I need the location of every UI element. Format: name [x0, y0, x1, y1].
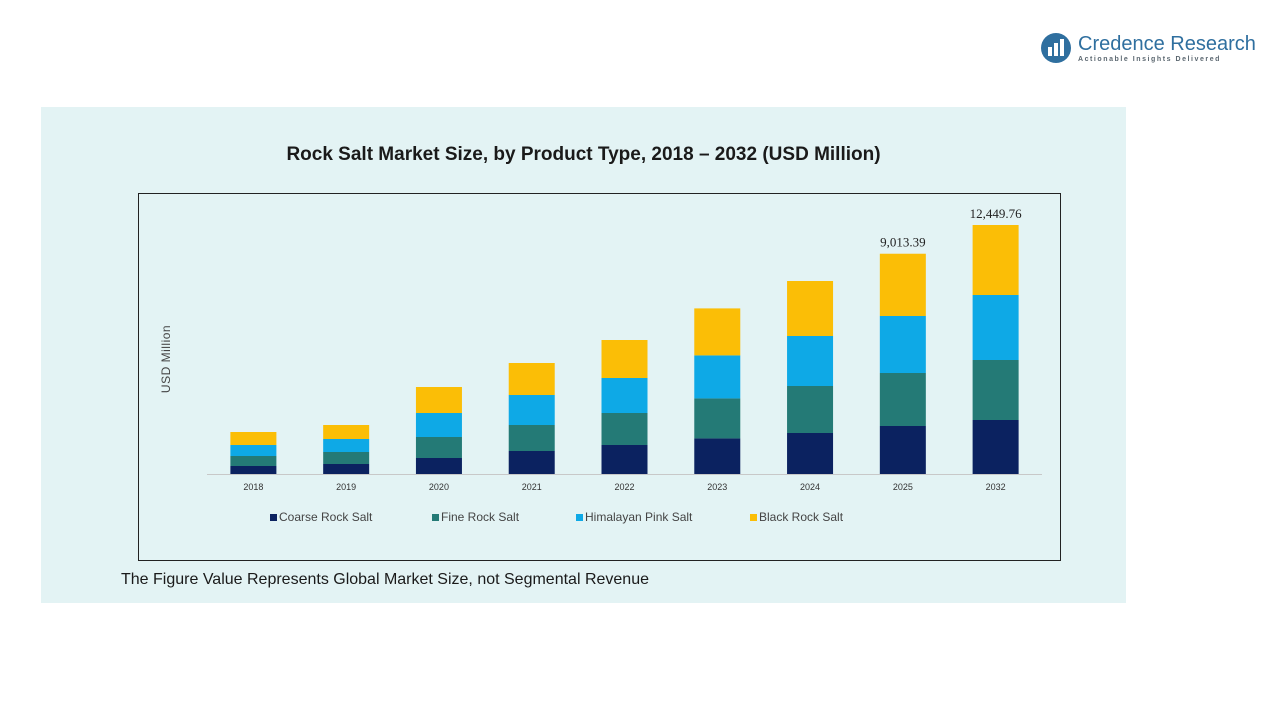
bar-segment-black-2019 — [323, 425, 370, 439]
bar-segment-himalayan-2025 — [879, 316, 926, 373]
bar-segment-himalayan-2021 — [508, 395, 555, 425]
legend-label-black: Black Rock Salt — [759, 510, 844, 524]
bar-segment-himalayan-2020 — [415, 413, 462, 437]
brand-logo-icon — [1041, 33, 1071, 63]
bar-segment-coarse-2023 — [694, 438, 741, 474]
x-tick-label: 2021 — [522, 482, 542, 492]
bar-segment-fine-2024 — [787, 386, 834, 433]
legend-swatch-black — [750, 514, 757, 521]
bar-segment-black-2024 — [787, 281, 834, 336]
x-tick-label: 2019 — [336, 482, 356, 492]
chart-panel — [41, 107, 1126, 603]
legend-label-himalayan: Himalayan Pink Salt — [585, 510, 693, 524]
x-tick-label: 2018 — [243, 482, 263, 492]
bar-segment-black-2022 — [601, 340, 648, 378]
bar-segment-black-2023 — [694, 308, 741, 356]
footnote: The Figure Value Represents Global Marke… — [121, 571, 649, 588]
bar-segment-coarse-2022 — [601, 445, 648, 474]
legend-swatch-fine — [432, 514, 439, 521]
bar-segment-black-2032 — [972, 225, 1019, 295]
x-tick-label: 2020 — [429, 482, 449, 492]
stacked-bar-chart: USD Million 2018 2019 2020 2021 2022 2023 2024 2… — [159, 206, 1042, 524]
bar-segment-himalayan-2024 — [787, 336, 834, 386]
bar-segment-coarse-2018 — [230, 466, 277, 474]
x-tick-label: 2022 — [614, 482, 634, 492]
bar-segment-fine-2019 — [323, 452, 370, 464]
x-tick-label: 2025 — [893, 482, 913, 492]
bar-segment-himalayan-2022 — [601, 378, 648, 413]
legend-label-fine: Fine Rock Salt — [441, 510, 520, 524]
brand-name: Credence Research — [1078, 33, 1256, 55]
bar-segment-coarse-2024 — [787, 433, 834, 474]
bar-segment-black-2021 — [508, 363, 555, 395]
bar-segment-coarse-2032 — [972, 420, 1019, 474]
bar-segment-fine-2025 — [879, 373, 926, 426]
bar-segment-fine-2021 — [508, 425, 555, 451]
x-tick-label: 2023 — [707, 482, 727, 492]
bar-segment-coarse-2021 — [508, 451, 555, 474]
data-label-2032: 12,449.76 — [970, 206, 1023, 221]
bar-segment-coarse-2025 — [879, 426, 926, 474]
x-tick-label: 2024 — [800, 482, 820, 492]
bar-segment-himalayan-2032 — [972, 295, 1019, 360]
legend-label-coarse: Coarse Rock Salt — [279, 510, 373, 524]
brand-logo: Credence Research Actionable Insights De… — [1040, 32, 1256, 68]
bar-segment-himalayan-2019 — [323, 439, 370, 452]
x-tick-label: 2032 — [986, 482, 1006, 492]
bar-segment-fine-2020 — [415, 437, 462, 458]
bar-segment-himalayan-2018 — [230, 445, 277, 456]
data-label-2025: 9,013.39 — [880, 235, 926, 250]
bar-segment-fine-2022 — [601, 413, 648, 445]
bar-segment-fine-2018 — [230, 456, 277, 466]
bar-segment-black-2020 — [415, 387, 462, 413]
legend-swatch-coarse — [270, 514, 277, 521]
bar-segment-fine-2032 — [972, 360, 1019, 420]
bar-segment-black-2025 — [879, 253, 926, 316]
legend-swatch-himalayan — [576, 514, 583, 521]
brand-tagline: Actionable Insights Delivered — [1078, 56, 1221, 63]
bar-segment-coarse-2019 — [323, 464, 370, 474]
chart-title: Rock Salt Market Size, by Product Type, … — [286, 144, 881, 165]
chart-frame: USD Million 2018 2019 2020 2021 2022 2023 2024 2… — [138, 193, 1061, 561]
bar-segment-himalayan-2023 — [694, 355, 741, 399]
y-axis-label: USD Million — [159, 325, 173, 393]
bar-segment-fine-2023 — [694, 398, 741, 439]
bar-segment-black-2018 — [230, 432, 277, 445]
bar-segment-coarse-2020 — [415, 458, 462, 474]
